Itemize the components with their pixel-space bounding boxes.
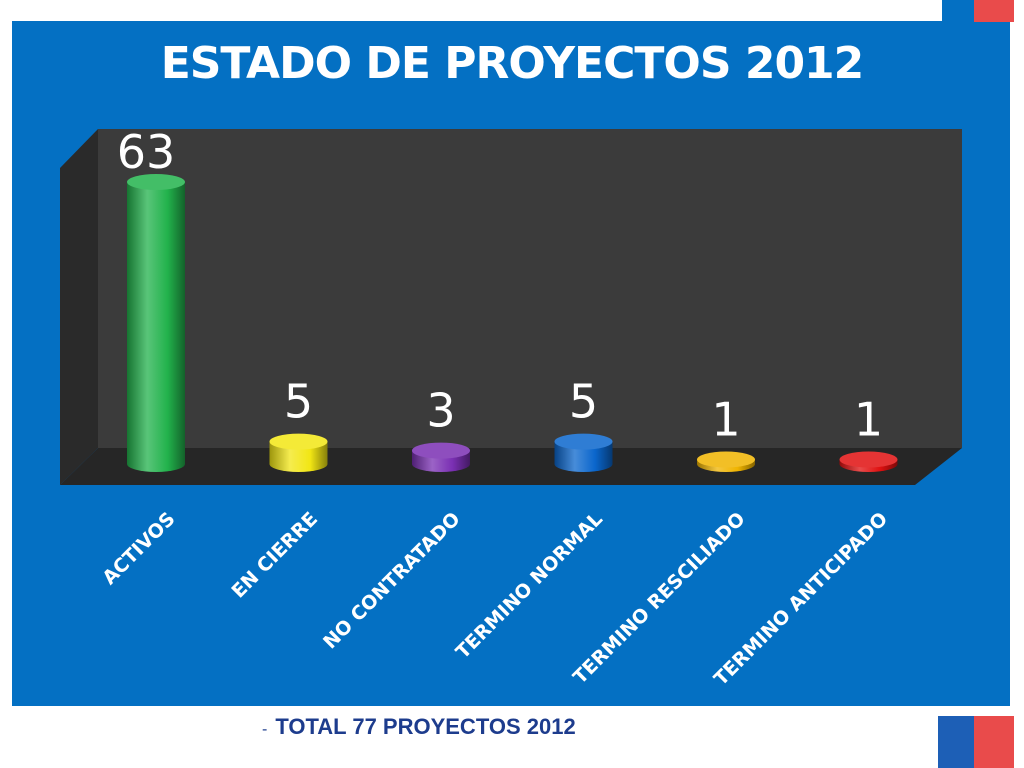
bar-top — [839, 451, 898, 468]
corner-decoration-bottom — [938, 716, 1014, 768]
x-tick-label: TERMINO NORMAL — [452, 508, 607, 663]
bar-termino-normal — [554, 433, 613, 472]
corner-decoration-top — [942, 0, 1014, 98]
data-label: 1 — [854, 393, 883, 447]
data-label: 63 — [117, 125, 176, 179]
plot-back-wall — [98, 129, 962, 448]
footer-total-text: TOTAL 77 PROYECTOS 2012 — [275, 714, 576, 739]
bar-body — [269, 441, 328, 472]
chart-title: ESTADO DE PROYECTOS 2012 — [160, 38, 865, 89]
bar-top — [412, 442, 470, 459]
data-label: 1 — [711, 393, 740, 447]
bar-top — [127, 174, 185, 190]
x-tick-label: NO CONTRATADO — [319, 508, 464, 653]
plot-floor — [60, 448, 962, 485]
data-label: 5 — [569, 375, 598, 429]
bar-top — [269, 433, 328, 450]
bar-body — [127, 182, 185, 472]
x-tick-label: ACTIVOS — [98, 508, 179, 589]
bar-termino-resciliado — [697, 451, 755, 472]
bar-termino-anticipado — [839, 451, 898, 472]
data-label: 3 — [426, 384, 455, 438]
bar-activos — [127, 174, 185, 472]
bar-body — [554, 441, 613, 472]
footer-bullet: - — [262, 721, 268, 738]
data-label: 5 — [284, 375, 313, 429]
bar-en-cierre — [269, 433, 328, 472]
x-tick-label: EN CIERRE — [227, 508, 322, 603]
plot-side-wall — [60, 129, 98, 485]
bar-no-contratado — [412, 442, 470, 472]
bar-top — [697, 451, 755, 468]
footer-note: - TOTAL 77 PROYECTOS 2012 — [262, 714, 576, 740]
bar-top — [554, 433, 613, 450]
